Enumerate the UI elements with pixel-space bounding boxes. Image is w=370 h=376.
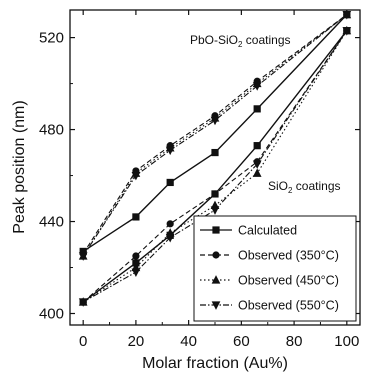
series-line bbox=[82, 14, 348, 254]
x-tick-label: 40 bbox=[180, 333, 197, 350]
data-point bbox=[210, 116, 220, 126]
series-pbo-sio2-triangle-down bbox=[78, 10, 352, 261]
data-point bbox=[165, 234, 175, 243]
x-tick-label: 80 bbox=[286, 333, 303, 350]
x-tick-label: 0 bbox=[79, 333, 87, 350]
y-tick-label: 400 bbox=[39, 306, 64, 323]
data-point bbox=[211, 148, 219, 157]
data-point bbox=[252, 168, 262, 177]
series-line bbox=[82, 14, 348, 257]
data-point bbox=[253, 105, 261, 113]
data-point bbox=[210, 206, 220, 215]
y-axis-label: Peak position (nm) bbox=[11, 100, 28, 233]
series-line bbox=[82, 30, 348, 303]
series-line bbox=[82, 14, 348, 252]
data-point bbox=[78, 298, 88, 307]
data-point bbox=[252, 82, 262, 91]
data-point bbox=[253, 142, 261, 150]
annotation-sio2: SiO2 coatings bbox=[268, 179, 341, 195]
x-axis-label: Molar fraction (Au%) bbox=[142, 355, 288, 372]
data-point bbox=[166, 220, 174, 228]
series-sio2-triangle-down bbox=[78, 27, 352, 307]
x-tick-label: 20 bbox=[128, 333, 145, 350]
data-point bbox=[132, 252, 140, 260]
legend-marker bbox=[211, 275, 221, 284]
series-line bbox=[82, 30, 348, 303]
data-point bbox=[252, 160, 262, 169]
y-tick-label: 480 bbox=[39, 122, 64, 139]
data-point bbox=[131, 171, 141, 181]
legend-label: Observed (550°C) bbox=[238, 299, 339, 313]
data-point bbox=[131, 268, 141, 277]
y-tick-label: 440 bbox=[39, 214, 64, 231]
data-point bbox=[78, 252, 88, 261]
legend-box bbox=[193, 215, 357, 322]
legend-label: Observed (350°C) bbox=[238, 249, 339, 263]
data-point bbox=[211, 190, 219, 198]
legend-marker bbox=[212, 251, 220, 259]
legend-marker bbox=[211, 301, 221, 310]
annotation-pbo-sio2: PbO-SiO2 coatings bbox=[190, 33, 291, 49]
data-point bbox=[165, 146, 175, 156]
data-point bbox=[132, 213, 140, 221]
legend-entry: Observed (350°C) bbox=[200, 249, 339, 263]
series-line bbox=[82, 30, 348, 303]
legend: Calculated Observed (350°C) Observed (450°… bbox=[193, 215, 357, 322]
legend-label: Observed (450°C) bbox=[238, 274, 339, 288]
legend-entry: Observed (450°C) bbox=[200, 274, 339, 288]
y-tick-label: 520 bbox=[39, 30, 64, 47]
legend-entry: Calculated bbox=[200, 224, 297, 238]
legend-label: Calculated bbox=[238, 224, 297, 238]
ticks-layer: 0 20 40 60 80 100 400 440 480 520 bbox=[39, 10, 360, 350]
series-line bbox=[82, 30, 348, 303]
legend-entry: Observed (550°C) bbox=[200, 299, 339, 313]
data-point bbox=[342, 27, 352, 36]
x-tick-label: 100 bbox=[334, 333, 359, 350]
x-tick-label: 60 bbox=[233, 333, 250, 350]
data-point bbox=[166, 178, 174, 187]
legend-marker bbox=[212, 226, 220, 234]
